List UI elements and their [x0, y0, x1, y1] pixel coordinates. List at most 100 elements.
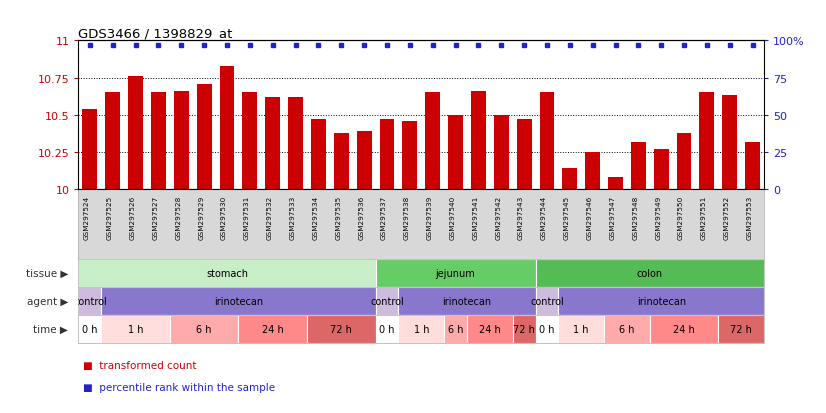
Text: 1 h: 1 h	[414, 324, 429, 334]
Bar	[170, 315, 239, 343]
Text: time ▶: time ▶	[33, 324, 69, 334]
Text: control: control	[530, 296, 564, 306]
Text: GSM297528: GSM297528	[175, 195, 182, 240]
Text: GSM297524: GSM297524	[84, 195, 90, 240]
Bar	[517, 120, 531, 190]
Text: GSM297531: GSM297531	[244, 195, 250, 240]
Text: GSM297543: GSM297543	[518, 195, 524, 240]
Bar	[174, 92, 188, 190]
Text: GSM297530: GSM297530	[221, 195, 227, 240]
Text: 24 h: 24 h	[479, 324, 501, 334]
Bar	[243, 93, 257, 190]
Bar	[558, 287, 764, 315]
Text: GSM297551: GSM297551	[701, 195, 707, 240]
Bar	[220, 66, 235, 190]
Text: tissue ▶: tissue ▶	[26, 268, 69, 278]
Bar	[425, 93, 440, 190]
Text: GSM297544: GSM297544	[541, 195, 547, 240]
Bar	[676, 133, 691, 190]
Text: ■  percentile rank within the sample: ■ percentile rank within the sample	[83, 382, 275, 392]
Text: GSM297529: GSM297529	[198, 195, 204, 240]
Bar	[197, 84, 211, 190]
Text: GSM297533: GSM297533	[290, 195, 296, 240]
Text: 1 h: 1 h	[128, 324, 144, 334]
Text: 0 h: 0 h	[539, 324, 555, 334]
Bar	[467, 315, 513, 343]
Bar	[357, 132, 372, 190]
Text: GSM297525: GSM297525	[107, 195, 112, 240]
Bar	[265, 98, 280, 190]
Text: GSM297548: GSM297548	[633, 195, 638, 240]
Bar	[78, 259, 376, 287]
Text: colon: colon	[637, 268, 662, 278]
Text: stomach: stomach	[206, 268, 248, 278]
Bar	[376, 315, 398, 343]
Text: GSM297537: GSM297537	[381, 195, 387, 240]
Bar	[402, 121, 417, 190]
Text: 24 h: 24 h	[673, 324, 695, 334]
Text: irinotecan: irinotecan	[443, 296, 491, 306]
Bar	[380, 120, 394, 190]
Bar	[449, 116, 463, 190]
Bar	[334, 133, 349, 190]
Bar	[471, 92, 486, 190]
Text: 0 h: 0 h	[379, 324, 395, 334]
Text: GSM297527: GSM297527	[153, 195, 159, 240]
Text: control: control	[370, 296, 404, 306]
Text: 24 h: 24 h	[262, 324, 283, 334]
Text: GSM297539: GSM297539	[427, 195, 433, 240]
Bar	[102, 287, 376, 315]
Bar	[311, 120, 325, 190]
Text: GSM297538: GSM297538	[404, 195, 410, 240]
Text: ■  transformed count: ■ transformed count	[83, 361, 196, 370]
Bar	[608, 178, 623, 190]
Text: GSM297532: GSM297532	[267, 195, 273, 240]
Bar	[398, 315, 444, 343]
Bar	[376, 259, 535, 287]
Bar	[535, 315, 558, 343]
Text: GSM297541: GSM297541	[472, 195, 478, 240]
Bar	[307, 315, 376, 343]
Text: GSM297552: GSM297552	[724, 195, 730, 240]
Bar	[539, 93, 554, 190]
Bar	[494, 116, 509, 190]
Bar	[700, 93, 714, 190]
Text: 6 h: 6 h	[448, 324, 463, 334]
Bar	[78, 315, 102, 343]
Bar	[558, 315, 604, 343]
Text: GSM297542: GSM297542	[496, 195, 501, 240]
Bar	[535, 259, 764, 287]
Text: GSM297550: GSM297550	[678, 195, 684, 240]
Bar	[604, 315, 650, 343]
Bar	[535, 287, 558, 315]
Text: GSM297545: GSM297545	[564, 195, 570, 240]
Bar	[376, 287, 398, 315]
Bar	[128, 77, 143, 190]
Text: GSM297540: GSM297540	[449, 195, 456, 240]
Bar	[151, 93, 166, 190]
Text: irinotecan: irinotecan	[214, 296, 263, 306]
Text: 6 h: 6 h	[620, 324, 634, 334]
Bar	[288, 98, 303, 190]
Bar	[719, 315, 764, 343]
Text: 6 h: 6 h	[197, 324, 212, 334]
Bar	[650, 315, 719, 343]
Bar	[631, 142, 646, 190]
Text: GSM297549: GSM297549	[655, 195, 662, 240]
Bar	[78, 287, 102, 315]
Text: GSM297547: GSM297547	[610, 195, 615, 240]
Text: 72 h: 72 h	[513, 324, 535, 334]
Text: GDS3466 / 1398829_at: GDS3466 / 1398829_at	[78, 27, 233, 40]
Bar	[102, 315, 170, 343]
Bar	[239, 315, 307, 343]
Text: GSM297534: GSM297534	[312, 195, 319, 240]
Text: agent ▶: agent ▶	[26, 296, 69, 306]
Text: GSM297536: GSM297536	[358, 195, 364, 240]
Text: GSM297535: GSM297535	[335, 195, 341, 240]
Bar	[723, 96, 737, 190]
Text: 0 h: 0 h	[82, 324, 97, 334]
Bar	[106, 93, 120, 190]
Text: 72 h: 72 h	[730, 324, 752, 334]
Text: 72 h: 72 h	[330, 324, 352, 334]
Bar	[563, 169, 577, 190]
